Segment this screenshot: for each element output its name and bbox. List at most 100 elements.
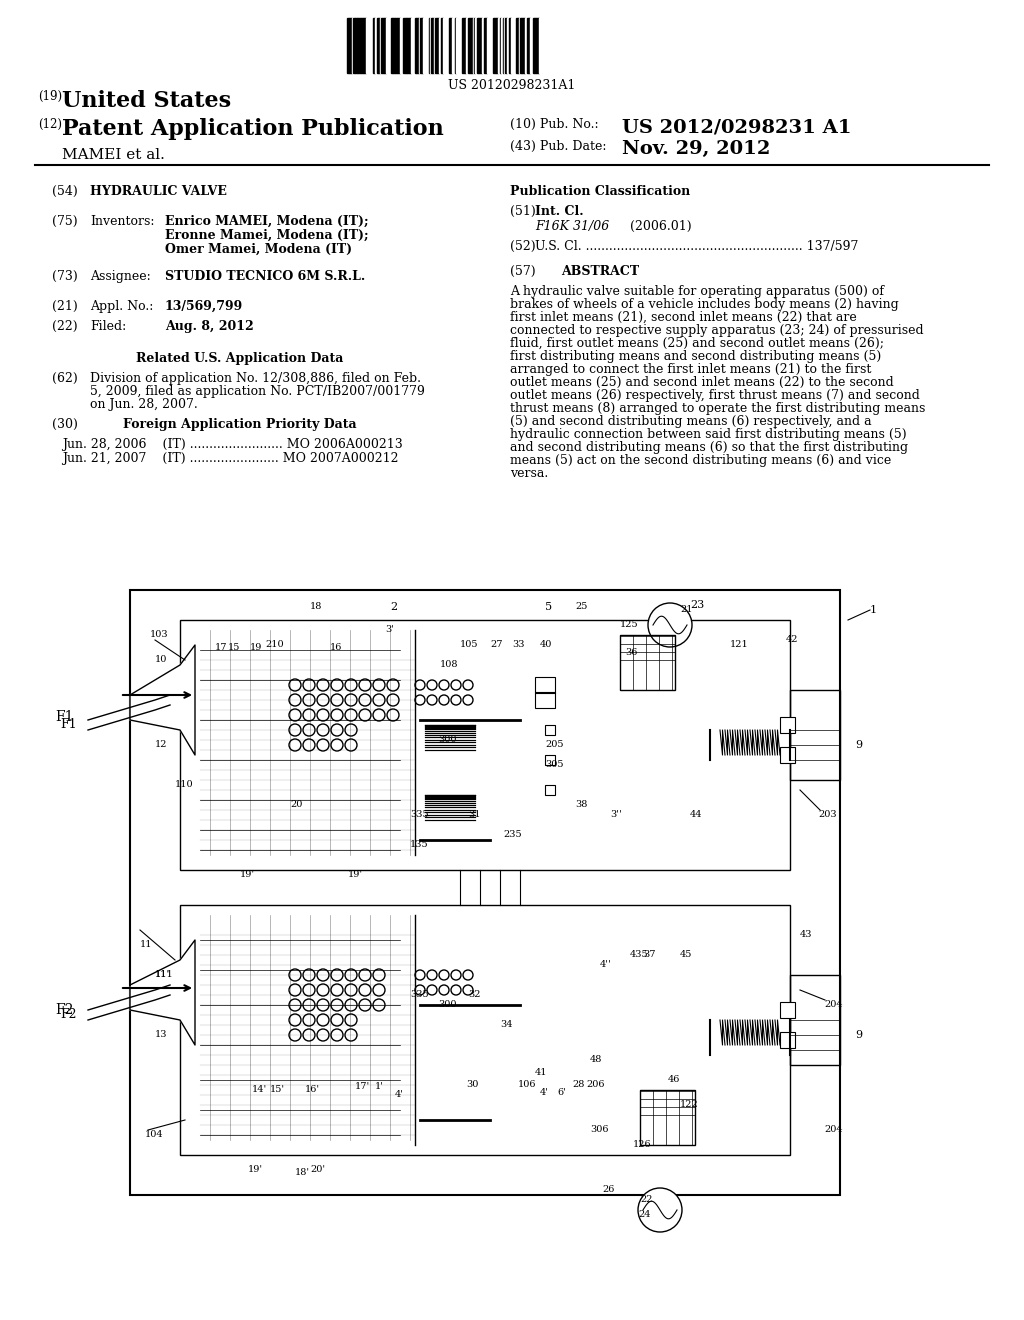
Text: F16K 31/06: F16K 31/06 <box>535 220 609 234</box>
Text: 335: 335 <box>410 810 429 818</box>
Text: 18': 18' <box>295 1168 310 1177</box>
Text: 19': 19' <box>248 1166 263 1173</box>
Text: (75): (75) <box>52 215 78 228</box>
Text: Patent Application Publication: Patent Application Publication <box>62 117 443 140</box>
Bar <box>386 18 388 73</box>
Circle shape <box>648 603 692 647</box>
Text: 30: 30 <box>466 1080 478 1089</box>
Text: 205: 205 <box>545 741 563 748</box>
Text: connected to respective supply apparatus (23; 24) of pressurised: connected to respective supply apparatus… <box>510 323 924 337</box>
Text: F1: F1 <box>60 718 77 731</box>
Text: (62): (62) <box>52 372 78 385</box>
Text: 42: 42 <box>786 635 799 644</box>
Text: U.S. Cl. ........................................................ 137/597: U.S. Cl. ...............................… <box>535 240 858 253</box>
Bar <box>420 18 422 73</box>
Text: 135: 135 <box>410 840 429 849</box>
Text: 106: 106 <box>518 1080 537 1089</box>
Text: (30): (30) <box>52 418 78 432</box>
Bar <box>487 18 490 73</box>
Text: and second distributing means (6) so that the first distributing: and second distributing means (6) so tha… <box>510 441 908 454</box>
Text: Filed:: Filed: <box>90 319 126 333</box>
Text: 335: 335 <box>410 990 429 999</box>
Text: (52): (52) <box>510 240 536 253</box>
Text: F2: F2 <box>60 1008 77 1020</box>
Text: on Jun. 28, 2007.: on Jun. 28, 2007. <box>90 399 198 411</box>
Bar <box>355 18 357 73</box>
Text: Nov. 29, 2012: Nov. 29, 2012 <box>622 140 770 158</box>
Text: F1: F1 <box>55 710 74 723</box>
Bar <box>425 18 428 73</box>
Text: (2006.01): (2006.01) <box>630 220 691 234</box>
Text: 11: 11 <box>140 940 153 949</box>
Bar <box>384 18 386 73</box>
Text: 22: 22 <box>640 1195 652 1204</box>
Polygon shape <box>130 940 195 1045</box>
Text: 40: 40 <box>540 640 552 649</box>
Bar <box>780 717 795 733</box>
Text: 111: 111 <box>155 970 174 979</box>
Bar <box>479 18 482 73</box>
Text: 37: 37 <box>643 950 655 960</box>
Bar <box>423 18 425 73</box>
Text: F2: F2 <box>55 1003 74 1016</box>
Text: 3': 3' <box>385 624 394 634</box>
Text: 210: 210 <box>265 640 284 649</box>
Bar <box>475 18 477 73</box>
Text: fluid, first outlet means (25) and second outlet means (26);: fluid, first outlet means (25) and secon… <box>510 337 884 350</box>
Bar <box>790 975 840 1065</box>
Bar <box>531 18 534 73</box>
Bar <box>501 18 503 73</box>
Text: 11': 11' <box>155 970 170 979</box>
Text: versa.: versa. <box>510 467 548 480</box>
Text: 300: 300 <box>438 1001 457 1008</box>
Text: 13/569,799: 13/569,799 <box>165 300 244 313</box>
Text: 235: 235 <box>503 830 521 840</box>
Text: 17: 17 <box>215 643 227 652</box>
Text: 46: 46 <box>668 1074 680 1084</box>
Text: 43: 43 <box>800 931 812 939</box>
Text: 13: 13 <box>155 1030 168 1039</box>
Text: means (5) act on the second distributing means (6) and vice: means (5) act on the second distributing… <box>510 454 891 467</box>
Bar <box>484 18 487 73</box>
Bar <box>505 18 507 73</box>
Bar <box>535 677 555 693</box>
Text: hydraulic connection between said first distributing means (5): hydraulic connection between said first … <box>510 428 906 441</box>
Text: 121: 121 <box>730 640 749 649</box>
Bar <box>462 18 465 73</box>
Text: 41: 41 <box>535 1068 548 1077</box>
Text: (51): (51) <box>510 205 536 218</box>
Text: 19': 19' <box>240 870 255 879</box>
Bar <box>441 18 443 73</box>
Bar <box>780 1002 795 1018</box>
Bar <box>400 18 403 73</box>
Text: 32: 32 <box>468 990 480 999</box>
Bar <box>459 18 462 73</box>
Text: 435: 435 <box>630 950 648 960</box>
Text: 24: 24 <box>638 1210 650 1218</box>
Bar <box>482 18 484 73</box>
Text: 15': 15' <box>270 1085 285 1094</box>
Text: 28: 28 <box>572 1080 585 1089</box>
Text: (54): (54) <box>52 185 78 198</box>
Bar <box>446 18 449 73</box>
Bar <box>353 18 355 73</box>
Text: HYDRAULIC VALVE: HYDRAULIC VALVE <box>90 185 227 198</box>
Text: 9: 9 <box>855 1030 862 1040</box>
Text: 4': 4' <box>395 1090 404 1100</box>
Text: 23: 23 <box>690 601 705 610</box>
Text: 122: 122 <box>680 1100 698 1109</box>
Bar <box>535 692 555 708</box>
Bar <box>443 18 445 73</box>
Text: outlet means (25) and second inlet means (22) to the second: outlet means (25) and second inlet means… <box>510 376 894 389</box>
Bar <box>130 590 840 1195</box>
Bar <box>522 18 524 73</box>
Bar <box>468 18 471 73</box>
Text: STUDIO TECNICO 6M S.R.L.: STUDIO TECNICO 6M S.R.L. <box>165 271 366 282</box>
Bar <box>466 18 468 73</box>
Text: 48: 48 <box>590 1055 602 1064</box>
Bar <box>514 18 516 73</box>
Bar <box>180 906 790 1155</box>
Text: first distributing means and second distributing means (5): first distributing means and second dist… <box>510 350 882 363</box>
Text: Foreign Application Priority Data: Foreign Application Priority Data <box>123 418 356 432</box>
Bar <box>516 18 518 73</box>
